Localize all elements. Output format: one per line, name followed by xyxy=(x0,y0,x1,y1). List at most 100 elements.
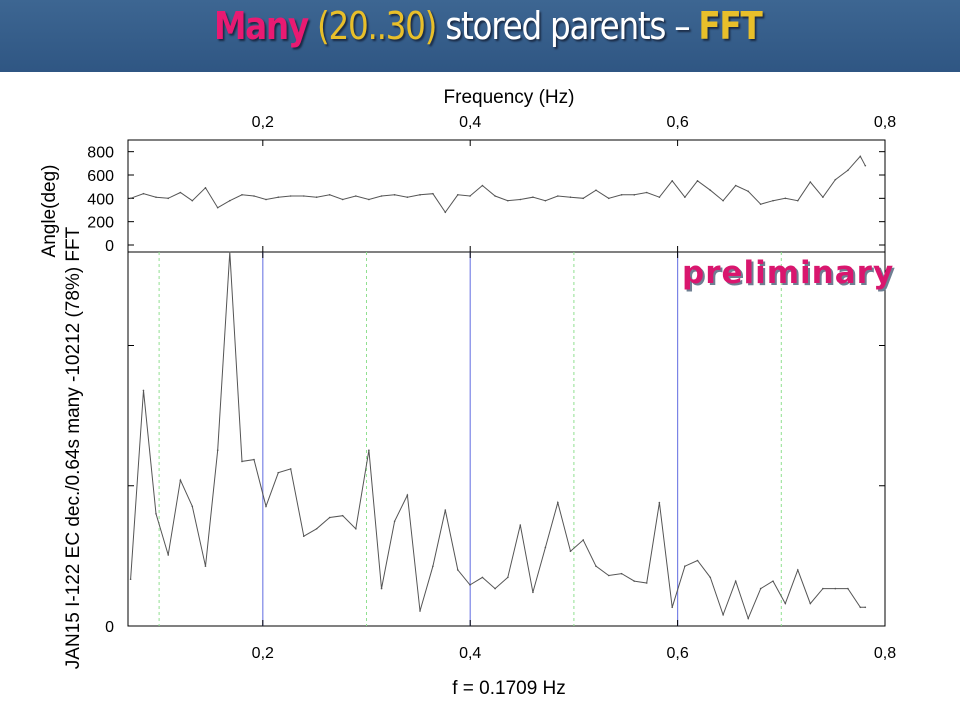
fft-point-50 xyxy=(759,587,762,590)
angle-point-44 xyxy=(684,196,686,198)
fft-point-33 xyxy=(544,546,547,549)
angle-point-57 xyxy=(847,169,849,172)
slide-title: Many (20..30) stored parents – FFT xyxy=(75,4,901,48)
angle-series-line xyxy=(130,155,866,214)
angle-point-40 xyxy=(633,194,636,196)
angle-point-52 xyxy=(784,197,787,200)
angle-point-24 xyxy=(432,192,434,195)
fft-series-line xyxy=(130,251,866,620)
angle-plot-frame xyxy=(127,139,886,253)
fft-gridlines xyxy=(158,252,782,626)
fft-point-11 xyxy=(265,505,267,508)
angle-point-55 xyxy=(822,196,824,198)
fft-point-37 xyxy=(595,565,597,567)
angle-point-11 xyxy=(265,198,267,201)
peak-frequency-label: f = 0.1709 Hz xyxy=(452,678,566,699)
fft-point-2 xyxy=(155,513,157,515)
fft-point-9 xyxy=(241,460,243,463)
angle-point-17 xyxy=(341,198,344,201)
angle-point-43 xyxy=(671,180,674,182)
angle-point-9 xyxy=(241,194,243,196)
angle-point-45 xyxy=(696,180,699,182)
fft-point-41 xyxy=(645,582,648,584)
angle-point-58 xyxy=(859,155,862,158)
angle-point-36 xyxy=(582,197,585,200)
fft-point-12 xyxy=(277,471,280,474)
angle-point-5 xyxy=(191,199,194,202)
angle-point-13 xyxy=(289,195,292,197)
angle-point-35 xyxy=(569,196,572,198)
angle-point-7 xyxy=(216,206,219,209)
x-tick-label-1: 0,4 xyxy=(459,114,481,131)
fft-plot-frame xyxy=(127,251,886,627)
fft-point-16 xyxy=(328,516,331,519)
fft-point-8 xyxy=(229,251,231,253)
angle-point-22 xyxy=(406,196,409,198)
frequency-axis-label: Frequency (Hz) xyxy=(444,87,575,108)
fft-point-7 xyxy=(216,449,219,452)
fft-point-19 xyxy=(368,449,370,452)
angle-point-29 xyxy=(494,195,496,197)
fft-point-44 xyxy=(684,565,686,567)
fft-point-14 xyxy=(302,535,305,538)
fft-point-56 xyxy=(834,587,837,590)
fft-point-53 xyxy=(796,569,799,571)
angle-point-27 xyxy=(469,195,471,197)
fft-point-17 xyxy=(341,514,344,517)
title-rest: stored parents – xyxy=(436,4,699,48)
angle-point-16 xyxy=(328,194,331,196)
angle-point-4 xyxy=(179,191,182,194)
fft-point-45 xyxy=(696,559,699,562)
x-tick-label-2: 0,6 xyxy=(666,114,688,131)
angle-point-32 xyxy=(532,196,534,198)
fft-point-15 xyxy=(315,527,318,530)
x-tick-label-0: 0,2 xyxy=(252,114,274,131)
fft-point-13 xyxy=(289,468,292,470)
angle-axis-label: Angle(deg) xyxy=(39,165,60,258)
fft-point-38 xyxy=(607,574,610,577)
fft-point-46 xyxy=(709,576,712,579)
fft-point-30 xyxy=(507,576,509,579)
fft-point-55 xyxy=(822,587,824,590)
fft-axis-label: JAN15 I-122 EC dec./0.64s many -10212 (7… xyxy=(63,226,84,669)
title-range: (20..30) xyxy=(307,4,437,48)
fft-point-23 xyxy=(419,610,421,612)
fft-point-52 xyxy=(784,602,787,605)
fft-point-31 xyxy=(519,524,522,526)
fft-panel: 0,2 0,4 0,6 0,8 0 f = 0.1709 Hz JAN15 I-122 … xyxy=(63,226,896,699)
angle-point-6 xyxy=(204,187,207,189)
angle-point-3 xyxy=(167,197,170,200)
title-bar: Many (20..30) stored parents – FFT xyxy=(0,0,960,72)
angle-point-56 xyxy=(834,178,837,181)
x-tick-label-3: 0,8 xyxy=(874,114,896,131)
fft-point-26 xyxy=(456,569,459,571)
angle-point-1 xyxy=(142,192,145,195)
angle-point-15 xyxy=(315,196,318,198)
fft-point-4 xyxy=(179,479,182,481)
fft-ticks: 0,2 0,4 0,6 0,8 0 xyxy=(105,252,896,662)
angle-point-26 xyxy=(456,194,459,196)
angle-panel: 0,2 0,4 0,6 0,8 800 600 400 200 0 Frequency (Hz)… xyxy=(39,87,896,257)
x-tick-label-2: 0,6 xyxy=(666,645,688,662)
fft-point-51 xyxy=(772,580,774,582)
angle-point-37 xyxy=(595,189,597,191)
fft-point-49 xyxy=(747,617,750,620)
fft-point-58 xyxy=(859,606,862,609)
angle-point-51 xyxy=(772,199,774,202)
x-tick-label-1: 0,4 xyxy=(459,645,481,662)
angle-point-25 xyxy=(444,211,447,214)
title-many: Many xyxy=(213,4,309,48)
angle-point-41 xyxy=(645,191,648,194)
angle-point-8 xyxy=(229,199,231,202)
angle-point-2 xyxy=(155,196,157,198)
fft-point-5 xyxy=(191,505,194,508)
y-tick-label-0: 800 xyxy=(87,145,114,162)
y-tick-label-2: 400 xyxy=(87,191,114,208)
fft-point-42 xyxy=(658,501,661,504)
angle-point-38 xyxy=(607,197,610,200)
fft-point-20 xyxy=(380,587,383,590)
fft-point-36 xyxy=(582,539,585,541)
angle-point-50 xyxy=(759,203,762,205)
fft-point-54 xyxy=(809,602,812,605)
